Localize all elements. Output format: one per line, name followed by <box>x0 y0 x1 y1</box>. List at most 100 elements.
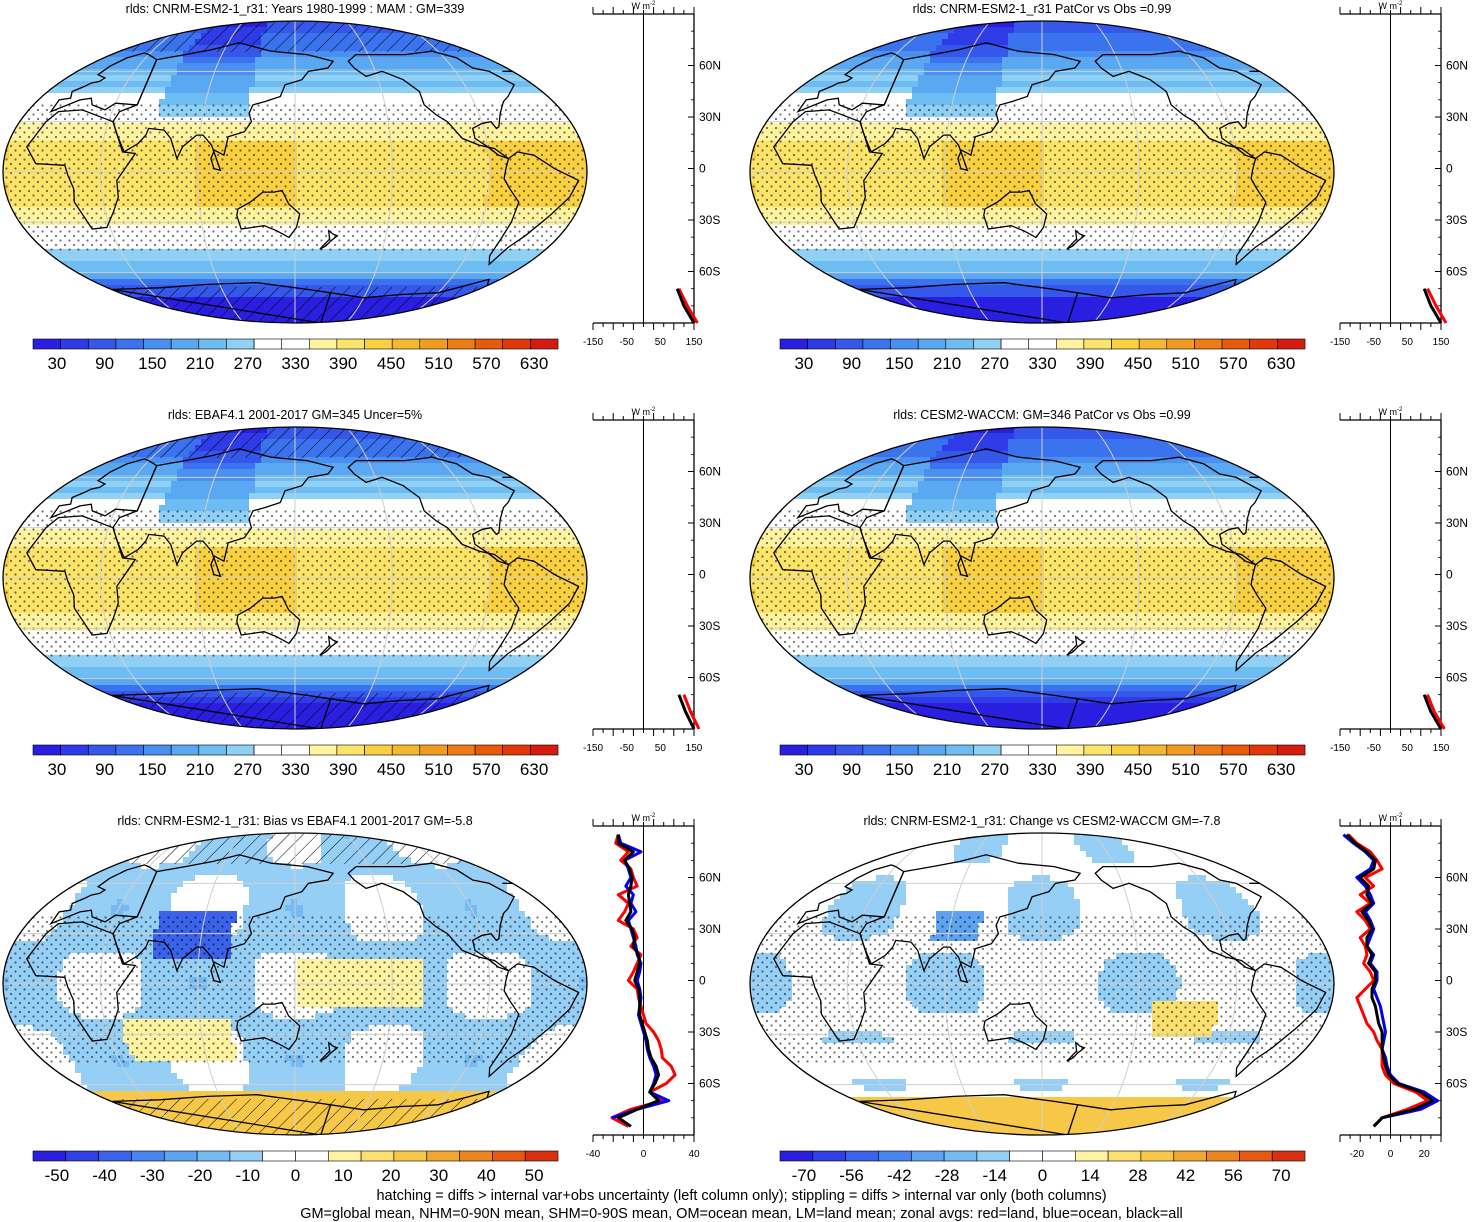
colorbar-tick-label: 630 <box>520 760 548 779</box>
colorbar-swatch <box>361 1151 394 1161</box>
lat-tick-label: 60N <box>1446 59 1468 73</box>
colorbar-swatch <box>1084 745 1112 755</box>
colorbar-tick-label: 150 <box>138 354 166 373</box>
colorbar-swatch <box>1001 745 1029 755</box>
colorbar-swatch <box>813 1151 846 1161</box>
colorbar-swatch <box>171 339 199 349</box>
zonal-tick-label: 50 <box>1402 743 1414 754</box>
lat-tick-label: 60S <box>699 265 720 279</box>
colorbar-tick-label: 570 <box>1219 354 1247 373</box>
colorbar-swatch <box>1056 745 1084 755</box>
colorbar-tick-label: 330 <box>1028 760 1056 779</box>
lat-tick-label: 30S <box>1446 213 1467 227</box>
zonal-all-line <box>1347 835 1433 1127</box>
lat-tick-label: 30N <box>699 922 721 936</box>
colorbar-swatch <box>199 745 227 755</box>
colorbar-swatch <box>1167 339 1195 349</box>
colorbar-swatch <box>66 1151 99 1161</box>
lat-tick-label: 0 <box>1446 162 1453 176</box>
lat-tick-label: 60S <box>1446 1077 1467 1091</box>
colorbar-tick-label: 570 <box>1219 760 1247 779</box>
colorbar-swatch <box>1174 1151 1207 1161</box>
colorbar-swatch <box>197 1151 230 1161</box>
zonal-tick-label: -40 <box>586 1149 601 1160</box>
colorbar-tick-label: 90 <box>842 354 861 373</box>
colorbar-swatch <box>392 339 420 349</box>
colorbar-swatch <box>808 745 836 755</box>
colorbar-swatch <box>835 339 863 349</box>
colorbar-tick-label: 450 <box>377 354 405 373</box>
colorbar-swatch <box>448 339 476 349</box>
colorbar-swatch <box>808 339 836 349</box>
colorbar-tick-label: 150 <box>138 760 166 779</box>
zonal-tick-label: -50 <box>619 743 634 754</box>
panel-p3: rlds: EBAF4.1 2001-2017 GM=345 Uncer=5%3… <box>0 406 736 782</box>
colorbar-swatch <box>1112 339 1140 349</box>
lat-tick-label: 30S <box>1446 1025 1467 1039</box>
colorbar-tick-label: 390 <box>329 354 357 373</box>
colorbar-tick-label: 450 <box>377 760 405 779</box>
lat-tick-label: 30N <box>1446 922 1468 936</box>
map <box>747 21 1339 328</box>
lat-tick-label: 0 <box>699 162 706 176</box>
map <box>0 833 592 1140</box>
colorbar-swatch <box>88 339 116 349</box>
lat-tick-label: 0 <box>1446 568 1453 582</box>
colorbar-swatch <box>891 745 919 755</box>
colorbar-swatch <box>835 745 863 755</box>
colorbar-swatch <box>1222 745 1250 755</box>
lat-tick-label: 60N <box>1446 465 1468 479</box>
colorbar-swatch <box>61 745 89 755</box>
colorbar-swatch <box>1029 339 1057 349</box>
colorbar-tick-label: 10 <box>334 1166 353 1185</box>
colorbar-swatch <box>1167 745 1195 755</box>
colorbar-swatch <box>171 745 199 755</box>
units-label: W m-2 <box>1379 1 1403 11</box>
colorbar-swatch <box>1010 1151 1043 1161</box>
lat-tick-label: 60N <box>699 465 721 479</box>
field <box>0 21 592 328</box>
colorbar-swatch <box>977 1151 1010 1161</box>
colorbar-tick-label: 270 <box>234 760 262 779</box>
colorbar-swatch <box>131 1151 164 1161</box>
footer-line-1: hatching = diffs > internal var+obs unce… <box>0 1188 1483 1204</box>
colorbar-swatch <box>427 1151 460 1161</box>
colorbar-swatch <box>1277 339 1305 349</box>
colorbar-tick-label: -42 <box>887 1166 912 1185</box>
colorbar-swatch <box>1139 745 1167 755</box>
colorbar-swatch <box>846 1151 879 1161</box>
colorbar-swatch <box>973 745 1001 755</box>
colorbar-swatch <box>1141 1151 1174 1161</box>
colorbar-tick-label: 150 <box>885 354 913 373</box>
zonal-tick-label: 150 <box>686 337 703 348</box>
zonal-tick-label: 20 <box>1419 1149 1431 1160</box>
units-label: W m-2 <box>632 407 656 417</box>
colorbar-tick-label: 390 <box>1076 354 1104 373</box>
colorbar-tick-label: 210 <box>186 760 214 779</box>
colorbar-tick-label: -14 <box>983 1166 1008 1185</box>
colorbar-swatch <box>1075 1151 1108 1161</box>
colorbar-tick-label: 40 <box>477 1166 496 1185</box>
colorbar-swatch <box>1195 745 1223 755</box>
footer-line-2: GM=global mean, NHM=0-90N mean, SHM=0-90… <box>0 1206 1483 1222</box>
colorbar-swatch <box>394 1151 427 1161</box>
colorbar-swatch <box>328 1151 361 1161</box>
colorbar-tick-label: 50 <box>525 1166 544 1185</box>
panel-p5: rlds: CNRM-ESM2-1_r31: Bias vs EBAF4.1 2… <box>0 812 736 1188</box>
colorbar-swatch <box>282 339 310 349</box>
colorbar-swatch <box>780 745 808 755</box>
zonal-tick-label: 150 <box>1433 743 1450 754</box>
units-label: W m-2 <box>1379 407 1403 417</box>
colorbar-swatch <box>1029 745 1057 755</box>
colorbar-swatch <box>1108 1151 1141 1161</box>
colorbar-swatch <box>33 745 61 755</box>
colorbar-tick-label: -70 <box>792 1166 817 1185</box>
lat-tick-label: 60S <box>1446 265 1467 279</box>
colorbar-swatch <box>1272 1151 1305 1161</box>
